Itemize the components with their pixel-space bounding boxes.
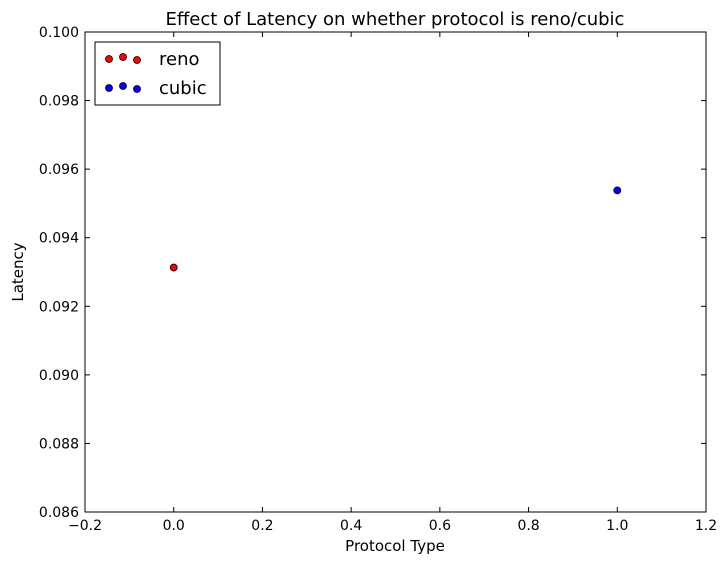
legend-marker-cubic (133, 85, 141, 93)
y-tick-labels: 0.086 0.088 0.090 0.092 0.094 0.096 0.098 0.100 (39, 25, 79, 521)
x-axis-label: Protocol Type (345, 537, 445, 555)
x-tick-label: 0.6 (429, 518, 451, 534)
x-tick-label: 1.2 (695, 518, 717, 534)
legend-marker-cubic (105, 84, 113, 92)
x-tick-label: 0.4 (340, 518, 362, 534)
y-tick-label: 0.090 (39, 368, 79, 384)
x-tick-label: 0.0 (163, 518, 185, 534)
legend: reno cubic (94, 41, 221, 106)
legend-marker-reno (119, 53, 127, 61)
x-tick-label: 1.0 (606, 518, 628, 534)
plot-frame (84, 31, 707, 513)
y-axis-label: Latency (9, 242, 27, 301)
y-tick-label: 0.092 (39, 299, 79, 315)
legend-marker-reno (133, 56, 141, 64)
x-tick-label: 0.2 (251, 518, 273, 534)
y-tick-label: 0.094 (39, 231, 79, 247)
legend-marker-reno (105, 55, 113, 63)
legend-label-reno: reno (159, 49, 200, 70)
y-tick-label: 0.088 (39, 436, 79, 452)
legend-marker-cubic (119, 82, 127, 90)
x-tick-labels: −0.2 0.0 0.2 0.4 0.6 0.8 1.0 1.2 (68, 518, 717, 534)
data-point-cubic (613, 186, 622, 195)
y-tick-label: 0.086 (39, 505, 79, 521)
y-tick-label: 0.098 (39, 94, 79, 110)
legend-label-cubic: cubic (159, 78, 207, 99)
data-point-reno (169, 263, 178, 272)
legend-box (94, 41, 221, 106)
chart-title: Effect of Latency on whether protocol is… (166, 9, 625, 30)
x-tick-label: 0.8 (517, 518, 539, 534)
x-tick-label: −0.2 (68, 518, 102, 534)
y-tick-label: 0.096 (39, 162, 79, 178)
data-points (169, 186, 622, 272)
y-tick-label: 0.100 (39, 25, 79, 41)
